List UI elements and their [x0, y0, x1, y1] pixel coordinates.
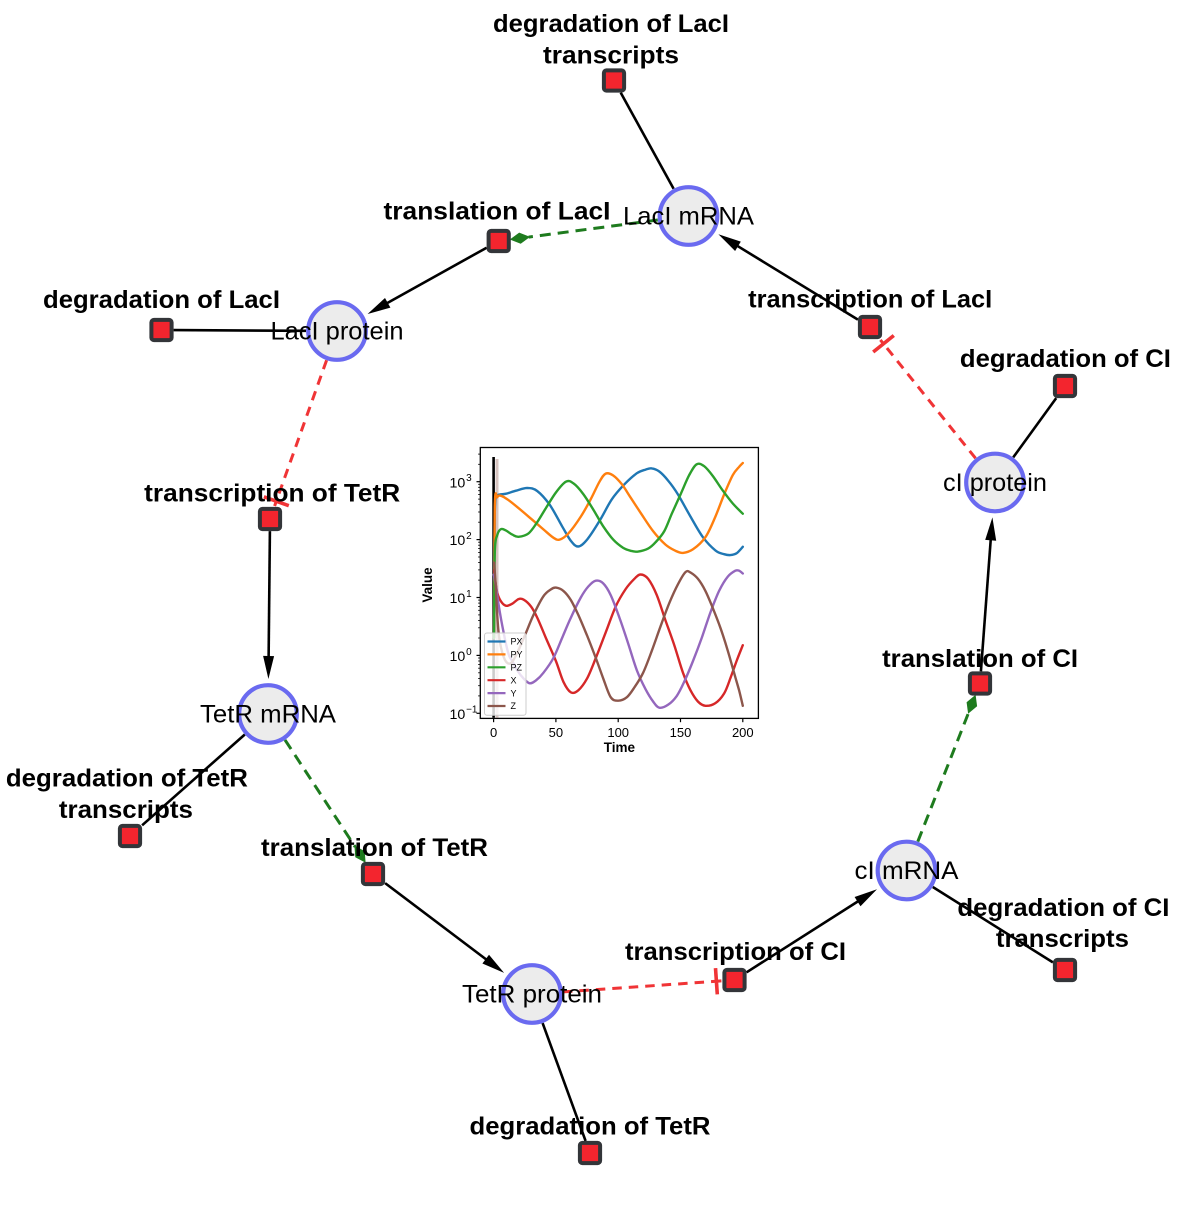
svg-text:LacI mRNA: LacI mRNA	[623, 203, 754, 231]
svg-text:0: 0	[490, 725, 497, 740]
svg-text:10: 10	[450, 475, 466, 491]
svg-text:translation of LacI: translation of LacI	[384, 198, 611, 226]
svg-text:PX: PX	[511, 637, 523, 647]
svg-text:100: 100	[607, 725, 629, 740]
svg-text:transcripts: transcripts	[59, 796, 193, 824]
svg-text:Y: Y	[511, 688, 517, 698]
svg-text:200: 200	[732, 725, 754, 740]
svg-text:150: 150	[670, 725, 692, 740]
svg-text:−1: −1	[466, 705, 478, 716]
svg-text:degradation of TetR: degradation of TetR	[470, 1113, 711, 1141]
svg-text:10: 10	[450, 707, 466, 723]
svg-text:degradation of CI: degradation of CI	[960, 345, 1171, 373]
svg-text:1: 1	[466, 589, 472, 600]
svg-text:transcription of LacI: transcription of LacI	[748, 286, 992, 314]
svg-text:PZ: PZ	[511, 663, 523, 673]
svg-text:Z: Z	[511, 701, 517, 711]
svg-text:transcription of CI: transcription of CI	[625, 938, 846, 966]
svg-text:10: 10	[450, 649, 466, 665]
svg-text:TetR mRNA: TetR mRNA	[200, 701, 336, 729]
svg-text:10: 10	[450, 591, 466, 607]
svg-text:cI protein: cI protein	[943, 469, 1047, 497]
svg-text:PY: PY	[511, 650, 523, 660]
svg-text:LacI protein: LacI protein	[271, 318, 404, 346]
svg-text:3: 3	[466, 473, 472, 484]
svg-text:degradation of CI: degradation of CI	[957, 894, 1169, 922]
svg-text:degradation of LacI: degradation of LacI	[493, 10, 729, 38]
svg-text:transcripts: transcripts	[996, 925, 1129, 953]
svg-text:X: X	[511, 675, 517, 685]
svg-text:50: 50	[549, 725, 563, 740]
svg-text:translation of CI: translation of CI	[882, 645, 1078, 673]
svg-text:translation of TetR: translation of TetR	[261, 834, 488, 862]
svg-text:degradation of TetR: degradation of TetR	[6, 765, 248, 793]
svg-text:transcripts: transcripts	[543, 42, 679, 70]
svg-text:TetR protein: TetR protein	[462, 981, 602, 1009]
svg-text:cI mRNA: cI mRNA	[855, 857, 959, 885]
svg-text:0: 0	[466, 647, 472, 658]
svg-text:Time: Time	[604, 740, 636, 755]
svg-text:2: 2	[466, 531, 472, 542]
svg-text:transcription of TetR: transcription of TetR	[144, 480, 400, 508]
svg-text:10: 10	[450, 533, 466, 549]
svg-text:degradation of LacI: degradation of LacI	[43, 286, 280, 314]
svg-text:Value: Value	[420, 567, 435, 603]
